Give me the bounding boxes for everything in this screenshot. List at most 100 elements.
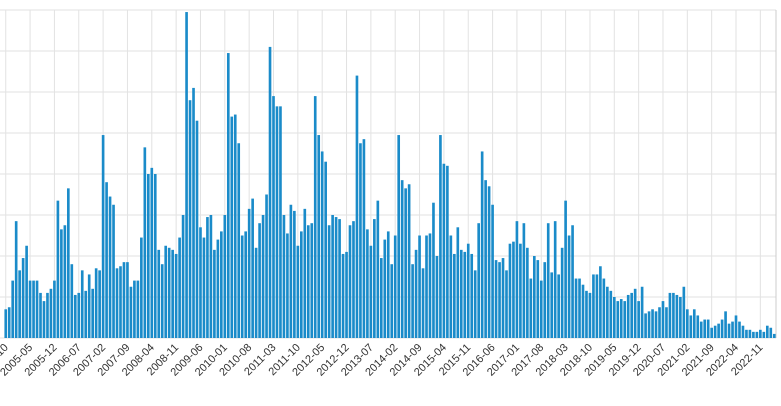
bar [178,237,181,338]
bar [675,294,679,338]
bar [654,311,658,338]
bar [661,301,665,338]
bar [247,208,251,338]
bar [160,264,164,338]
bar [546,223,550,338]
bar [386,231,390,338]
bar [265,194,268,338]
bar [282,215,286,338]
bar [731,321,734,338]
bar [456,227,460,338]
bar [585,290,588,338]
bar [727,323,731,338]
bar [362,139,366,338]
bar [230,116,234,338]
bar [515,221,519,338]
bar [553,221,557,338]
bar [70,264,74,338]
bar [73,294,77,338]
bar [772,333,776,338]
bar [28,280,32,338]
bar [77,292,81,338]
bar [484,180,487,338]
bar [80,270,84,338]
bar [668,292,672,338]
bar [644,313,647,338]
bar [67,188,70,338]
bar [425,235,428,338]
bar [686,309,689,338]
bar [244,231,248,338]
bar [619,299,623,338]
bar [286,233,289,338]
bar [126,262,129,338]
bar [39,292,42,338]
bar [25,245,28,338]
bar [32,280,35,338]
bar [439,135,442,338]
bar [741,325,745,338]
bar [519,243,522,338]
bar [759,329,762,338]
bar [564,200,567,338]
bar [755,331,759,338]
bar [338,219,341,338]
bar [567,235,571,338]
bar [379,258,383,338]
bar [171,249,174,338]
bar [453,253,456,338]
bar [480,151,484,338]
bar [251,198,254,338]
bar [150,167,154,338]
bar [87,274,91,338]
bar [91,288,94,338]
bar [53,280,56,338]
bar [185,12,188,339]
bar [167,247,171,338]
bar [296,245,300,338]
bar [595,274,599,338]
bar [522,223,526,338]
bar [164,245,168,338]
bar [268,46,272,339]
bar [115,268,119,338]
bar [233,114,237,338]
bar [14,221,18,338]
bar [752,331,755,338]
bar [466,243,470,338]
bar [703,319,707,338]
bar [588,292,592,338]
bar [626,294,630,338]
bar [459,249,463,338]
bar [432,202,435,338]
bar [293,210,296,338]
bar [633,288,637,338]
bar [366,229,369,338]
bar [181,215,185,338]
bar [696,315,700,338]
bar [682,286,686,338]
bar [491,204,494,338]
bar [7,307,11,338]
bar [42,301,46,338]
bar [630,292,634,338]
bar [446,165,449,338]
bar [647,311,651,338]
bar [279,106,282,338]
bar [56,200,60,338]
bar [689,315,693,338]
bar [532,256,536,338]
bar [623,301,627,338]
bar [240,235,244,338]
bar [383,239,387,338]
bar [592,274,595,338]
bar [713,325,717,338]
bar [720,319,724,338]
bar [94,268,98,338]
bar [574,278,578,338]
bar [393,235,397,338]
bar [112,204,115,338]
bar [310,223,314,338]
bar [699,321,703,338]
